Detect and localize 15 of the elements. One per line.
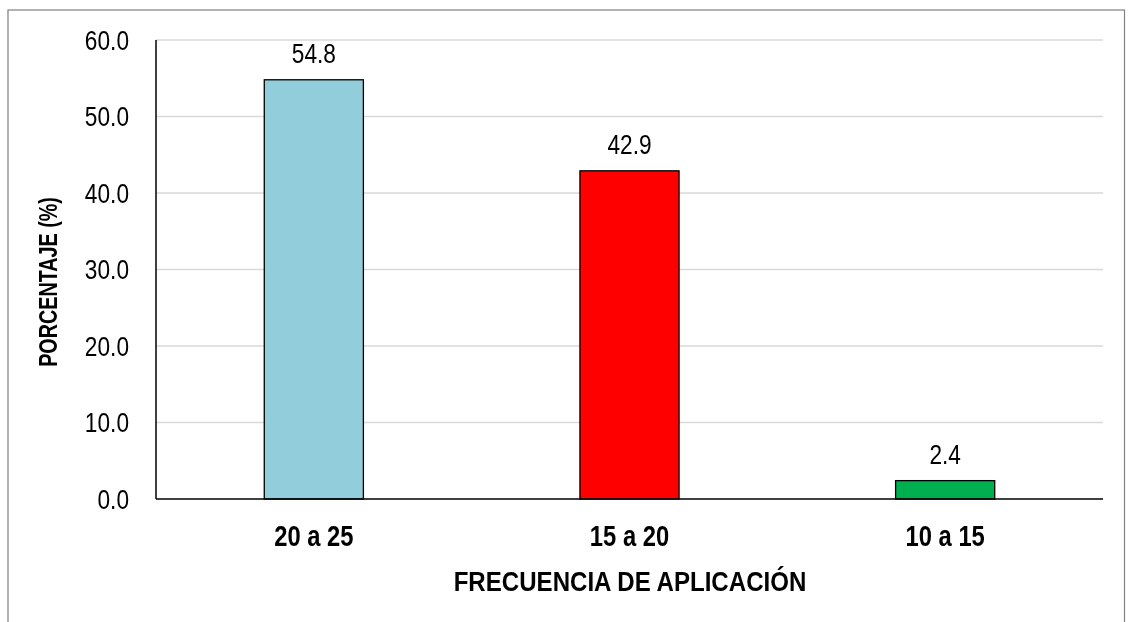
y-axis-title: PORCENTAJE (%) bbox=[33, 197, 63, 367]
y-tick-label: 40.0 bbox=[84, 177, 129, 209]
x-tick-label: 10 a 15 bbox=[905, 519, 985, 553]
y-tick-label: 30.0 bbox=[84, 254, 129, 285]
x-tick-label: 15 a 20 bbox=[589, 519, 670, 553]
y-tick-label: 60.0 bbox=[84, 24, 129, 56]
y-tick-label: 10.0 bbox=[84, 407, 129, 438]
y-tick-label: 50.0 bbox=[84, 101, 129, 132]
y-tick-label: 20.0 bbox=[84, 330, 129, 362]
data-label: 2.4 bbox=[929, 438, 962, 470]
x-tick-label: 20 a 25 bbox=[274, 519, 354, 553]
x-axis-title: FRECUENCIA DE APLICACIÓN bbox=[453, 565, 807, 598]
data-label: 42.9 bbox=[607, 128, 652, 160]
y-tick-label: 0.0 bbox=[97, 483, 129, 515]
data-label: 54.8 bbox=[291, 37, 336, 69]
